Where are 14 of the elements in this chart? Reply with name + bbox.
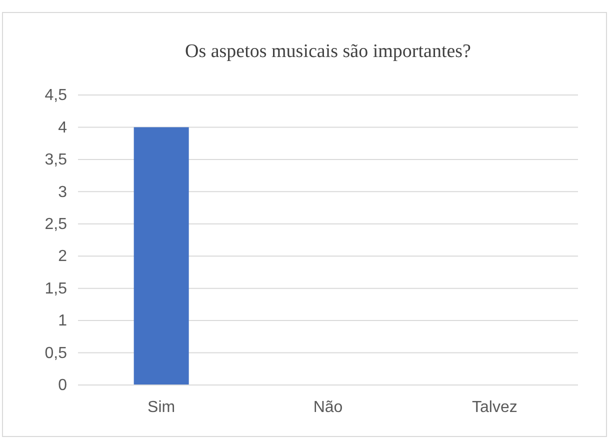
- x-tick-label: Sim: [148, 399, 176, 416]
- x-tick-label: Não: [313, 399, 343, 416]
- y-tick-label: 3: [58, 184, 68, 201]
- y-tick-label: 0: [58, 377, 68, 394]
- y-tick-label: 4: [58, 119, 68, 136]
- y-tick-label: 4,5: [44, 87, 68, 104]
- y-tick-label: 1,5: [44, 280, 68, 298]
- y-tick-label: 3,5: [44, 152, 68, 169]
- y-tick-label: 0,5: [44, 344, 68, 362]
- x-tick-label: Talvez: [472, 399, 518, 416]
- y-tick-label: 2,5: [44, 216, 68, 234]
- y-tick-label: 1: [58, 312, 68, 330]
- chart-title: Os aspetos musicais são importantes?: [184, 41, 472, 62]
- y-tick-label: 2: [58, 248, 68, 266]
